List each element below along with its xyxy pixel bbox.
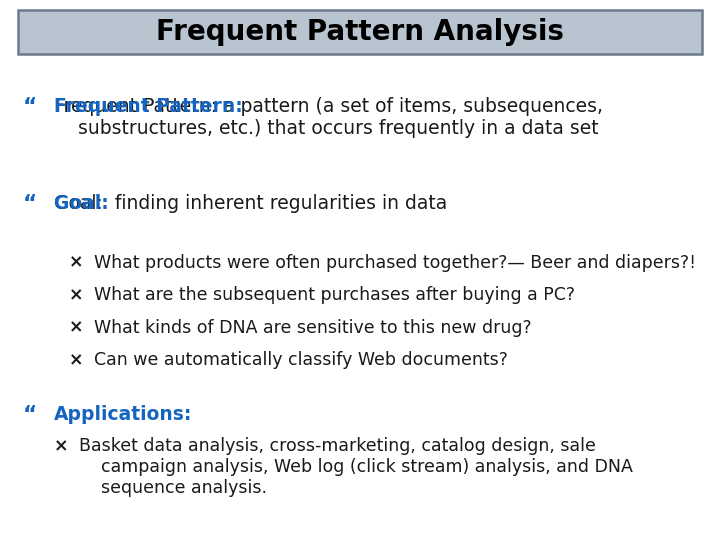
Text: ×: × [68, 254, 83, 272]
Text: What are the subsequent purchases after buying a PC?: What are the subsequent purchases after … [94, 286, 575, 304]
Text: Frequent Pattern Analysis: Frequent Pattern Analysis [156, 18, 564, 46]
Text: ×: × [68, 319, 83, 336]
Text: Applications:: Applications: [54, 405, 192, 424]
Text: ×: × [68, 286, 83, 304]
Text: Frequent Pattern: a pattern (a set of items, subsequences,
    substructures, et: Frequent Pattern: a pattern (a set of it… [54, 97, 603, 138]
Text: Basket data analysis, cross-marketing, catalog design, sale
    campaign analysi: Basket data analysis, cross-marketing, c… [79, 437, 633, 497]
Text: Can we automatically classify Web documents?: Can we automatically classify Web docume… [94, 351, 508, 369]
Text: “: “ [23, 405, 37, 425]
Text: What kinds of DNA are sensitive to this new drug?: What kinds of DNA are sensitive to this … [94, 319, 531, 336]
Text: “: “ [23, 97, 37, 117]
Text: ×: × [68, 351, 83, 369]
Text: ×: × [54, 437, 68, 455]
Text: “: “ [23, 194, 37, 214]
Text: Goal:  finding inherent regularities in data: Goal: finding inherent regularities in d… [54, 194, 447, 213]
Text: What products were often purchased together?— Beer and diapers?!: What products were often purchased toget… [94, 254, 696, 272]
FancyBboxPatch shape [18, 10, 702, 54]
Text: Goal:: Goal: [54, 194, 115, 213]
Text: Frequent Pattern:: Frequent Pattern: [54, 97, 243, 116]
